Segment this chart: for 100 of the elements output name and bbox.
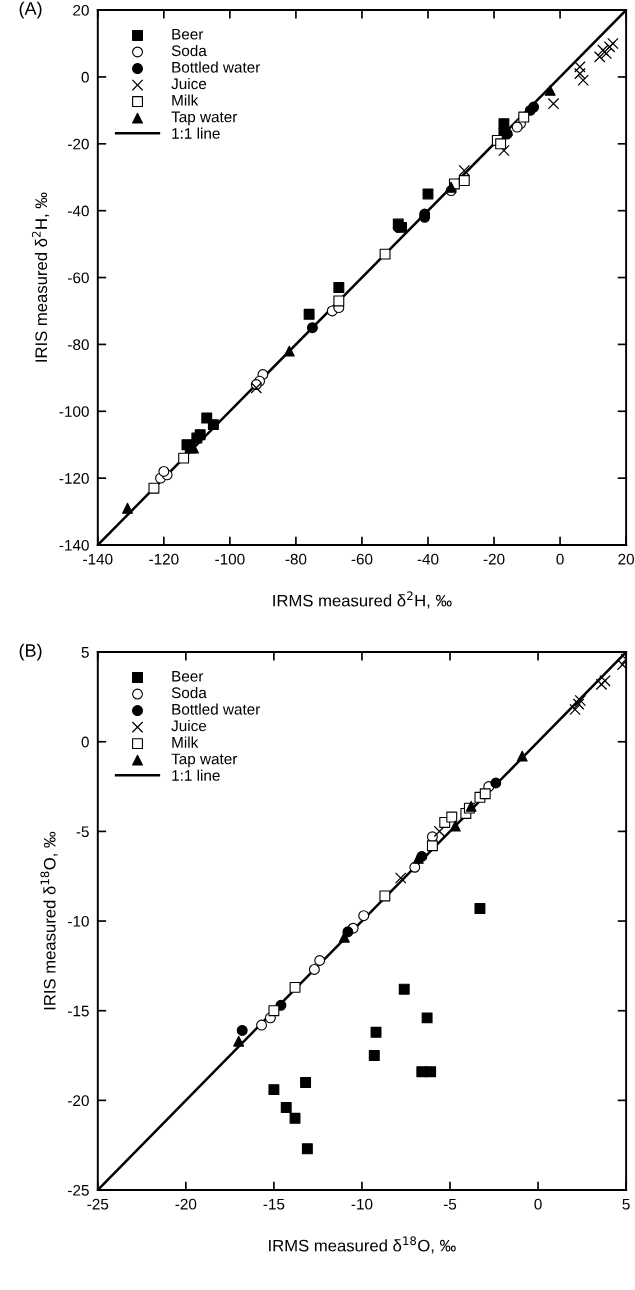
- point: [599, 675, 611, 687]
- point: [306, 322, 318, 334]
- y-tick-label: -120: [59, 473, 89, 484]
- point: [495, 138, 507, 150]
- point: [425, 1066, 437, 1078]
- x-axis-title: IRMS measured δ$^{18}$O, ‰: [269, 1236, 456, 1254]
- point: [446, 811, 458, 823]
- point: [458, 164, 471, 177]
- point: [122, 502, 133, 514]
- point: [358, 910, 370, 922]
- y-tick-label: -40: [68, 205, 89, 217]
- point: [256, 1019, 268, 1031]
- y-tick-label: -100: [59, 406, 89, 417]
- point: [289, 981, 301, 993]
- legend-label: Soda: [171, 686, 207, 699]
- point: [474, 903, 486, 914]
- point: [433, 825, 446, 838]
- point: [458, 175, 470, 187]
- x-tick-label: -60: [351, 553, 373, 565]
- point: [547, 97, 560, 110]
- x-tick-label: -15: [263, 1198, 285, 1210]
- point: [268, 1084, 280, 1096]
- point: [593, 51, 606, 63]
- legend-label: Bottled water: [172, 703, 261, 715]
- point: [308, 964, 320, 975]
- legend-label: 1:1 line: [172, 769, 220, 781]
- y-tick-label: 20: [73, 4, 89, 16]
- point: [603, 41, 616, 53]
- point: [516, 750, 528, 762]
- point: [370, 1026, 382, 1038]
- point: [333, 295, 345, 307]
- point: [577, 74, 589, 87]
- legend-label: 1:1 line: [172, 127, 220, 139]
- x-tick-label: -80: [285, 553, 307, 565]
- point: [379, 248, 391, 260]
- point: [572, 698, 585, 710]
- point: [233, 1035, 245, 1047]
- point: [289, 1112, 301, 1124]
- x-tick-label: -40: [417, 553, 439, 565]
- point: [607, 37, 619, 50]
- point: [574, 67, 586, 80]
- chart-title: (B): [19, 643, 42, 661]
- point: [490, 777, 502, 789]
- legend-label: Bottled water: [172, 61, 261, 73]
- point: [422, 188, 434, 200]
- x-tick-label: -20: [483, 553, 505, 565]
- y-tick-label: -20: [68, 138, 89, 150]
- point: [314, 955, 326, 966]
- point: [421, 1012, 433, 1024]
- point: [412, 852, 424, 864]
- point: [207, 419, 219, 431]
- y-tick-label: -20: [68, 1095, 89, 1107]
- legend-label: Beer: [172, 28, 204, 40]
- x-tick-label: 20: [618, 553, 635, 565]
- y-axis-title: IRIS measured δ$^{2}$H, ‰: [31, 192, 50, 362]
- y-tick-label: -5: [76, 826, 89, 838]
- legend-label: Juice: [171, 720, 207, 732]
- x-tick-label: 0: [556, 553, 564, 565]
- point: [178, 452, 190, 464]
- y-tick-label: -15: [68, 1005, 89, 1017]
- legend-label: Milk: [172, 94, 199, 106]
- x-tick-label: -20: [175, 1198, 197, 1210]
- point: [595, 678, 608, 691]
- point: [449, 820, 461, 832]
- y-tick-label: -140: [59, 539, 89, 551]
- y-tick-label: -25: [68, 1184, 89, 1196]
- y-axis-title: IRIS measured δ$^{18}$O, ‰: [40, 831, 58, 1010]
- legend-label: Soda: [171, 44, 207, 57]
- legend-label: Tap water: [171, 111, 238, 126]
- point: [394, 872, 407, 884]
- point: [518, 111, 530, 123]
- x-axis-title: IRMS measured δ$^{2}$H, ‰: [273, 591, 452, 609]
- point: [574, 694, 587, 707]
- point: [301, 1143, 313, 1155]
- x-tick-label: -10: [351, 1198, 373, 1210]
- legend-label: Tap water: [171, 753, 238, 768]
- legend-label: Milk: [172, 736, 199, 748]
- point: [498, 144, 510, 157]
- point: [544, 84, 556, 96]
- point: [616, 658, 627, 671]
- y-tick-label: 0: [81, 736, 89, 748]
- x-tick-label: 5: [622, 1198, 630, 1210]
- x-tick-label: -120: [149, 553, 179, 565]
- point: [569, 703, 581, 716]
- x-tick-label: -100: [215, 553, 245, 565]
- point: [398, 983, 410, 995]
- chart-title: (A): [19, 1, 42, 19]
- y-tick-label: 5: [81, 647, 89, 658]
- point: [236, 1024, 248, 1036]
- point: [368, 1050, 380, 1062]
- legend-label: Beer: [172, 670, 204, 682]
- y-tick-label: 0: [81, 71, 89, 83]
- point: [283, 345, 295, 357]
- point: [158, 466, 170, 477]
- x-tick-label: -5: [443, 1198, 457, 1210]
- x-tick-label: 0: [534, 1198, 542, 1210]
- point: [379, 890, 391, 902]
- point: [600, 47, 613, 60]
- point: [426, 840, 438, 852]
- point: [303, 308, 315, 320]
